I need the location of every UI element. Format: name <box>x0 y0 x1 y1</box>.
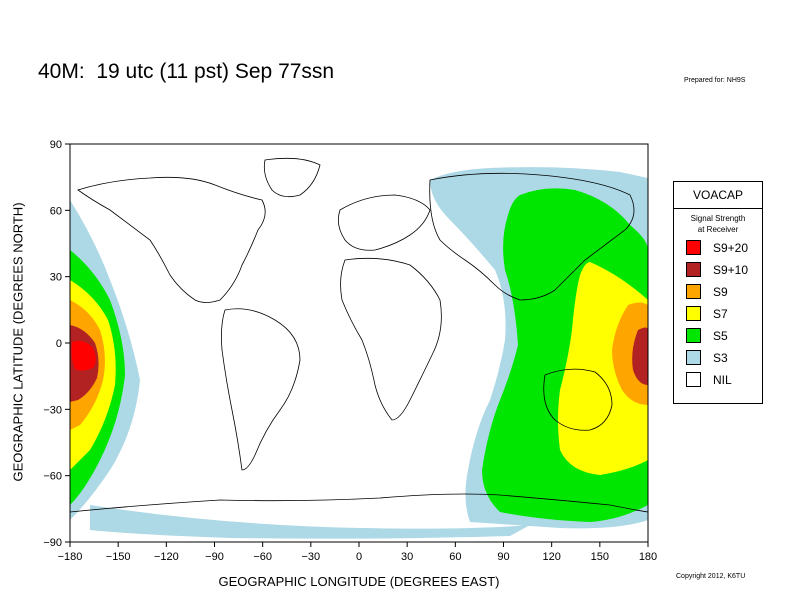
legend-swatch <box>686 240 701 255</box>
y-tick-label: 0 <box>56 338 62 350</box>
x-tick-label: −180 <box>58 551 83 563</box>
legend-label: S9 <box>713 285 728 299</box>
prepared-for-note: Prepared for: NH9S <box>684 77 746 84</box>
coverage-s920-west <box>71 340 96 371</box>
y-tick-label: −90 <box>43 537 62 549</box>
x-tick-label: 30 <box>401 551 413 563</box>
legend-label: S9+10 <box>713 263 749 277</box>
legend-swatch <box>686 350 701 365</box>
legend-subtitle-line1: Signal Strength <box>690 214 746 223</box>
legend-subtitle: Signal Strength at Receiver <box>674 213 762 235</box>
x-tick-label: −150 <box>106 551 131 563</box>
legend-label: S9+20 <box>713 241 749 255</box>
south-america-outline <box>221 308 301 471</box>
x-tick-group: −180 −150 −120 −90 −60 −30 0 30 60 90 120 150 180 <box>58 542 657 563</box>
legend-label: S7 <box>713 307 728 321</box>
legend-swatch <box>686 372 701 387</box>
legend-label: S3 <box>713 351 728 365</box>
map-title: 40M: 19 utc (11 pst) Sep 77ssn <box>38 60 335 83</box>
y-tick-label: 30 <box>50 272 62 284</box>
y-tick-label: −60 <box>43 471 62 483</box>
y-tick-label: −30 <box>43 404 62 416</box>
continent-outlines <box>70 157 648 513</box>
x-tick-label: 90 <box>497 551 509 563</box>
x-tick-label: 150 <box>591 551 609 563</box>
y-tick-label: 90 <box>50 139 62 151</box>
africa-outline <box>340 257 442 421</box>
australia-outline <box>543 368 613 431</box>
x-tick-label: −30 <box>301 551 320 563</box>
x-tick-label: 120 <box>542 551 560 563</box>
coverage-s910-east <box>632 327 648 385</box>
x-tick-label: 0 <box>356 551 362 563</box>
north-america-outline <box>77 176 266 303</box>
legend-swatch <box>686 262 701 277</box>
coverage-layer <box>70 144 648 542</box>
x-tick-label: 60 <box>449 551 461 563</box>
legend-title: VOACAP <box>674 182 762 209</box>
copyright-note: Copyright 2012, K6TU <box>676 573 746 580</box>
asia-outline <box>429 172 635 301</box>
legend-subtitle-line2: at Receiver <box>697 225 739 234</box>
legend-swatch <box>686 284 701 299</box>
x-tick-label: −90 <box>205 551 224 563</box>
x-axis-label: GEOGRAPHIC LONGITUDE (DEGREES EAST) <box>218 574 500 589</box>
legend-label: S5 <box>713 329 728 343</box>
coverage-s3-antarctic <box>90 505 530 539</box>
legend-swatch <box>686 328 701 343</box>
greenland-outline <box>263 157 321 198</box>
x-tick-label: −60 <box>253 551 272 563</box>
legend-label: NIL <box>713 373 732 387</box>
antarctica-outline <box>70 493 648 513</box>
europe-outline <box>337 194 431 251</box>
signal-legend: VOACAP Signal Strength at Receiver S9+20… <box>673 181 763 404</box>
legend-swatch <box>686 306 701 321</box>
y-axis-label: GEOGRAPHIC LATITUDE (DEGREES NORTH) <box>10 202 26 482</box>
x-tick-label: 180 <box>639 551 657 563</box>
y-tick-label: 60 <box>50 205 62 217</box>
x-tick-label: −120 <box>154 551 179 563</box>
y-tick-group: 90 60 30 0 −30 −60 −90 <box>43 139 70 549</box>
